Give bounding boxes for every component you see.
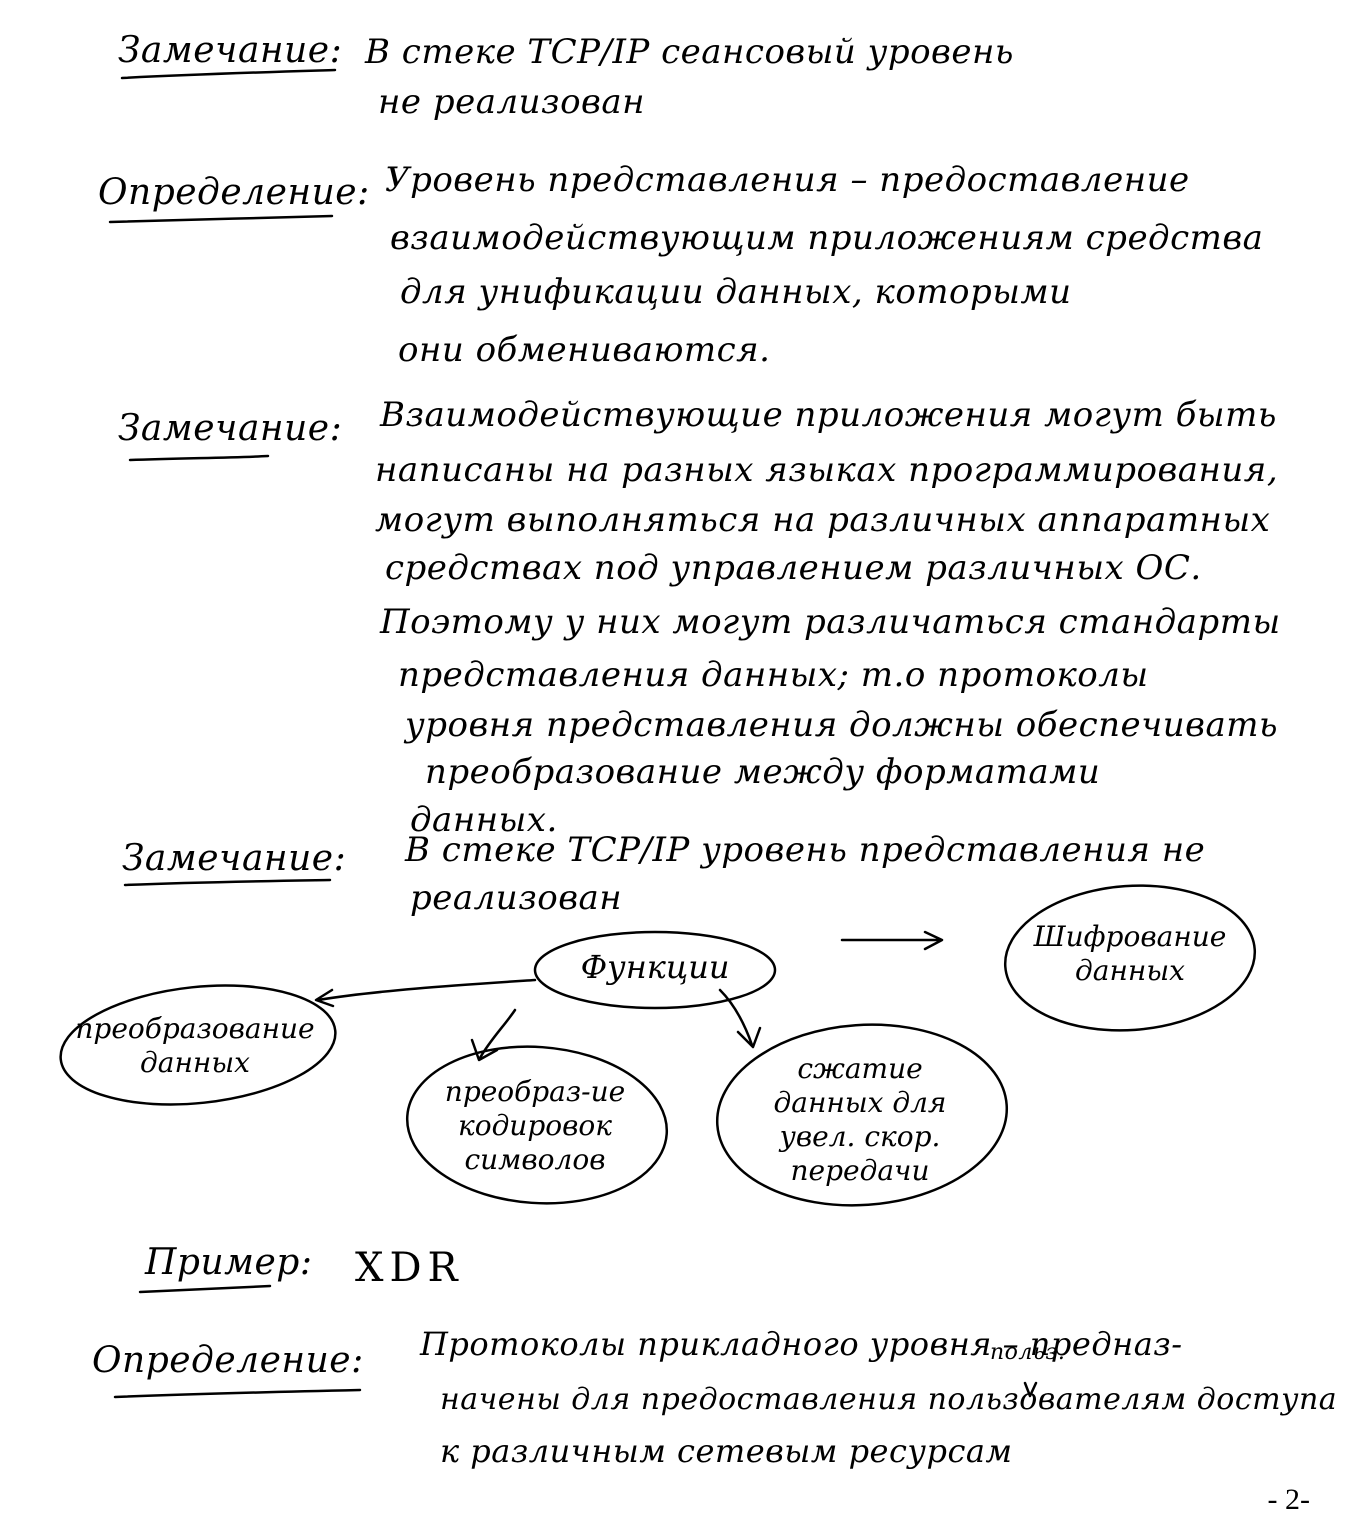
def1-label: Определение:	[98, 172, 370, 213]
arrow-to-encoding	[470, 1008, 517, 1062]
note2-line-5: Поэтому у них могут различаться стандарт…	[380, 602, 1281, 642]
ellipse-encryption	[1003, 884, 1257, 1032]
node-compression-line-3: увел. скор.	[779, 1120, 941, 1153]
note2-line-4: средствах под управлением различных ОС.	[385, 548, 1202, 588]
arrow-to-conversion	[314, 978, 537, 1008]
def1-line-2: взаимодействующим приложениям средства	[390, 218, 1264, 258]
example-value: XDR	[355, 1245, 464, 1291]
note2-line-9: данных.	[410, 800, 558, 840]
node-encoding-line-1: преобраз-ие	[444, 1075, 626, 1108]
def2-insert: польз.	[990, 1340, 1066, 1365]
underline-def2	[113, 1388, 362, 1399]
example-label: Пример:	[145, 1242, 313, 1283]
note2-line-1: Взаимодействующие приложения могут быть	[380, 395, 1277, 435]
def2-label: Определение:	[92, 1340, 364, 1381]
note3-line-2: реализован	[410, 878, 623, 918]
note3-line-1: В стеке TCP/IP уровень представления не	[405, 830, 1206, 870]
node-encryption-line-2: данных	[1075, 954, 1185, 987]
node-compression-line-4: передачи	[790, 1154, 930, 1187]
note2-line-3: могут выполняться на различных аппаратны…	[375, 500, 1271, 540]
underline-note1	[120, 68, 337, 80]
note1-line-2: не реализован	[378, 82, 645, 122]
note1-label: Замечание:	[118, 30, 343, 71]
node-encoding: преобраз-ие кодировок символов	[425, 1075, 645, 1177]
ellipse-compression	[715, 1023, 1009, 1207]
def1-line-4: они обмениваются.	[398, 330, 771, 370]
node-conversion-line-1: преобразование	[75, 1012, 315, 1045]
note3-label: Замечание:	[122, 838, 347, 879]
node-compression-line-1: сжатие	[797, 1052, 923, 1085]
note2-line-2: написаны на разных языках программирован…	[375, 450, 1279, 490]
arrow-to-encryption	[840, 930, 944, 951]
insert-caret	[1023, 1381, 1038, 1398]
node-functions-text: Функции	[580, 948, 730, 986]
node-functions: Функции	[555, 950, 755, 984]
def2-line-2: начены для предоставления пользователям …	[440, 1382, 1338, 1417]
node-encoding-line-3: символов	[464, 1143, 606, 1176]
def1-line-1: Уровень представления – предоставление	[385, 160, 1190, 200]
node-compression-line-2: данных для	[773, 1086, 947, 1119]
note2-label: Замечание:	[118, 408, 343, 449]
ellipse-functions	[533, 930, 777, 1010]
node-conversion: преобразование данных	[70, 1012, 320, 1080]
node-encryption: Шифрование данных	[1020, 920, 1240, 988]
page-number: - 2-	[1267, 1483, 1310, 1516]
note2-line-8: преобразование между форматами	[425, 752, 1101, 792]
ellipse-conversion	[59, 984, 337, 1106]
node-encoding-line-2: кодировок	[457, 1109, 612, 1142]
note2-line-6: представления данных; т.о протоколы	[398, 655, 1149, 695]
underline-note3	[123, 878, 332, 887]
def1-line-3: для унификации данных, которыми	[400, 272, 1072, 312]
underline-def1	[108, 214, 334, 224]
node-conversion-line-2: данных	[140, 1046, 250, 1079]
node-encryption-line-1: Шифрование	[1033, 920, 1227, 953]
underline-note2	[128, 454, 270, 462]
arrow-to-compression	[718, 988, 762, 1049]
underline-example	[138, 1284, 272, 1294]
note1-line-1: В стеке TCP/IP сеансовый уровень	[365, 32, 1014, 72]
note2-line-7: уровня представления должны обеспечивать	[405, 705, 1278, 745]
node-compression: сжатие данных для увел. скор. передачи	[740, 1052, 980, 1188]
def2-line-1: Протоколы прикладного уровня – предназ-	[420, 1325, 1183, 1363]
ellipse-encoding	[405, 1045, 669, 1205]
def2-line-3: к различным сетевым ресурсам	[440, 1432, 1013, 1470]
